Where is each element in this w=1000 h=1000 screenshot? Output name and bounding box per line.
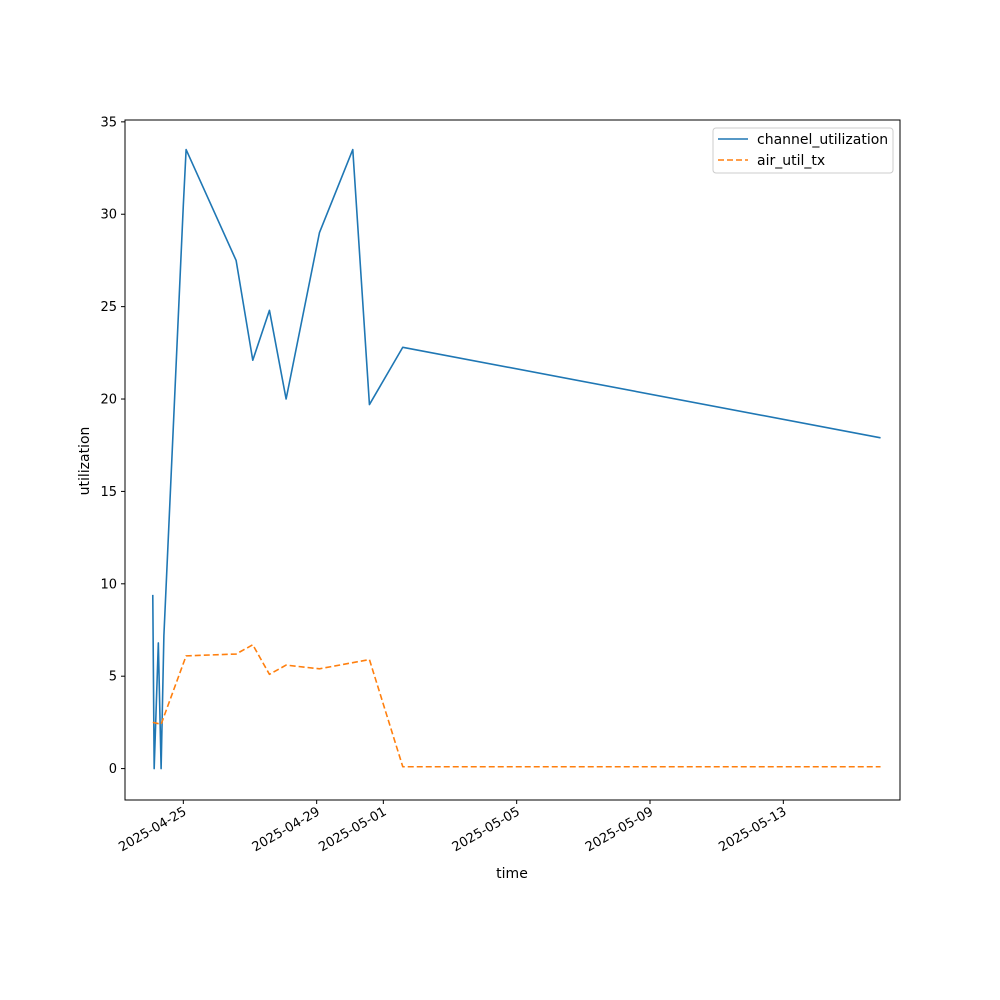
y-axis-label: utilization <box>77 427 93 496</box>
y-tick-label-7: 35 <box>100 115 117 130</box>
y-tick-label-3: 15 <box>100 485 117 500</box>
x-axis-label: time <box>496 866 528 882</box>
y-tick-label-6: 30 <box>100 208 117 223</box>
y-tick-label-5: 25 <box>100 300 117 315</box>
y-axis: 0 5 10 15 20 25 30 35 <box>100 115 125 777</box>
legend-label-0: channel_utilization <box>757 132 888 148</box>
x-tick-label-3: 2025-05-05 <box>450 804 523 855</box>
series-layer <box>151 148 881 770</box>
x-tick-label-4: 2025-05-09 <box>583 804 656 855</box>
y-tick-label-1: 5 <box>109 670 117 685</box>
y-tick-label-0: 0 <box>109 762 117 777</box>
plot-area <box>125 120 900 800</box>
legend-label-1: air_util_tx <box>757 153 825 169</box>
x-tick-label-2: 2025-05-01 <box>316 804 389 855</box>
series-line-air-util-tx <box>152 643 881 768</box>
x-tick-label-0: 2025-04-25 <box>116 804 189 855</box>
legend-box <box>712 127 894 174</box>
x-tick-label-1: 2025-04-29 <box>250 804 323 855</box>
x-tick-label-5: 2025-05-13 <box>716 804 789 855</box>
legend: channel_utilization air_util_tx <box>712 127 894 174</box>
y-tick-label-2: 10 <box>100 577 117 592</box>
plot-frame <box>124 119 901 801</box>
y-tick-label-4: 20 <box>100 393 117 408</box>
series-line-channel-utilization <box>151 148 881 770</box>
